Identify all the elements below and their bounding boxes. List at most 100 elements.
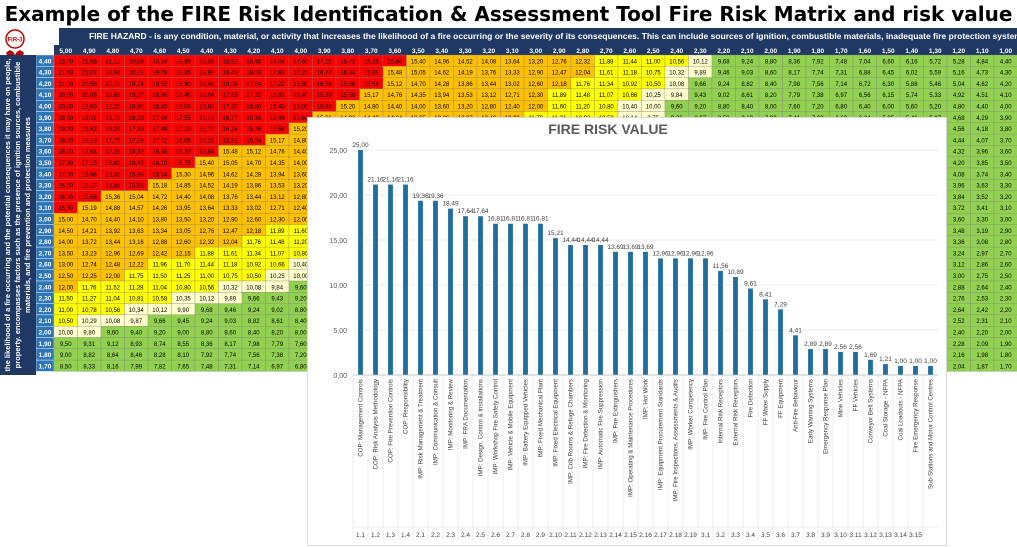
matrix-cell-value: 15,91 — [223, 138, 239, 144]
x-category-label: Coal Loadouts - NFPA — [898, 378, 905, 440]
matrix-row-header: 4,20 — [39, 81, 52, 88]
matrix-cell-value: 16,34 — [223, 127, 239, 133]
matrix-cell-value: 10,40 — [622, 105, 638, 111]
bar-value-label: 11,56 — [713, 263, 729, 270]
matrix-cell-value: 5,33 — [929, 93, 941, 99]
matrix-cell-value: 2,00 — [1000, 331, 1012, 337]
matrix-header-row — [54, 45, 1017, 55]
matrix-cell-value: 16,10 — [152, 161, 168, 167]
matrix-cell-value: 8,80 — [765, 59, 777, 65]
matrix-cell-value: 15,17 — [270, 138, 286, 144]
matrix-cell-value: 11,48 — [575, 93, 590, 99]
matrix-cell-value: 11,34 — [246, 251, 261, 257]
matrix-cell-value: 10,56 — [199, 285, 215, 291]
matrix-cell-value: 19,35 — [176, 71, 192, 77]
matrix-cell-value: 14,40 — [387, 105, 403, 111]
matrix-cell-value: 10,75 — [223, 274, 239, 280]
matrix-cell-value: 14,62 — [434, 71, 450, 77]
matrix-cell-value: 10,00 — [646, 105, 662, 111]
matrix-col-header: 1,10 — [976, 48, 989, 55]
matrix-cell-value: 8,74 — [154, 342, 166, 348]
matrix-cell-value: 16,40 — [270, 105, 286, 111]
matrix-cell-value: 5,04 — [953, 82, 965, 88]
matrix-cell-value: 13,76 — [481, 71, 497, 77]
matrix-cell-value: 12,60 — [176, 240, 192, 246]
matrix-cell-value: 5,72 — [929, 59, 941, 65]
matrix-cell-value: 11,61 — [599, 71, 614, 77]
matrix-cell-value: 7,99 — [130, 364, 142, 370]
side-description-text: the likelihood of a fire occurring and t… — [3, 58, 32, 372]
matrix-cell-value: 18,72 — [105, 116, 121, 122]
x-category-label: FF Vehicles — [853, 379, 860, 411]
matrix-cell-value: 12,96 — [105, 251, 121, 257]
matrix-row-header: 2,80 — [39, 239, 52, 246]
matrix-cell-value: 9,24 — [201, 319, 213, 325]
matrix-cell-value: 13,05 — [176, 229, 192, 235]
matrix-cell-value: 20,64 — [105, 71, 121, 77]
matrix-cell-value: 7,65 — [177, 364, 189, 370]
matrix-cell-value: 14,21 — [82, 229, 98, 235]
x-category-label: COP: Risk Analysis Methodology — [373, 378, 380, 469]
matrix-row-header: 3,30 — [39, 183, 52, 190]
bar — [643, 251, 648, 375]
matrix-cell-value: 18,04 — [270, 59, 286, 65]
matrix-cell-value: 7,04 — [859, 59, 871, 65]
bar — [508, 223, 513, 375]
bar — [418, 200, 423, 375]
y-tick-label: 20,00 — [329, 193, 347, 200]
matrix-cell-value: 15,96 — [246, 127, 262, 133]
bar — [598, 245, 603, 375]
x-code-label: 3.3 — [731, 532, 740, 539]
matrix-cell-value: 12,30 — [528, 93, 544, 99]
matrix-cell-value: 4,92 — [953, 93, 965, 99]
matrix-cell-value: 2,70 — [1000, 251, 1012, 257]
matrix-cell-value: 13,95 — [176, 206, 192, 212]
matrix-cell-value: 7,48 — [201, 364, 213, 370]
bar-value-label: 10,89 — [727, 269, 744, 276]
matrix-cell-value: 15,04 — [129, 195, 145, 201]
matrix-cell-value: 3,72 — [953, 206, 965, 212]
matrix-cell-value: 8,40 — [248, 331, 260, 337]
matrix-cell-value: 13,20 — [528, 59, 544, 65]
matrix-cell-value: 10,80 — [599, 105, 615, 111]
matrix-cell-value: 4,51 — [976, 93, 988, 99]
matrix-col-header: 4,70 — [130, 48, 143, 55]
x-category-label: IMP: Battery Equipped Vehicles — [523, 379, 530, 466]
matrix-cell-value: 10,32 — [669, 71, 685, 77]
matrix-cell-value: 11,88 — [199, 251, 214, 257]
matrix-col-header: 4,60 — [153, 48, 166, 55]
matrix-cell-value: 18,00 — [176, 105, 192, 111]
x-code-label: 2.19 — [684, 532, 697, 539]
matrix-cell-value: 16,38 — [317, 82, 333, 88]
matrix-row-header: 3,00 — [39, 217, 52, 224]
x-code-label: 3.9 — [821, 532, 830, 539]
matrix-cell-value: 17,94 — [152, 116, 168, 122]
matrix-cell-value: 12,76 — [199, 229, 215, 235]
matrix-cell-value: 18,33 — [129, 116, 145, 122]
matrix-cell-value: 17,60 — [293, 59, 309, 65]
matrix-cell-value: 8,17 — [224, 342, 236, 348]
matrix-cell-value: 13,72 — [82, 240, 98, 246]
matrix-cell-value: 7,98 — [248, 342, 260, 348]
matrix-cell-value: 19,00 — [58, 127, 74, 133]
matrix-cell-value: 2,52 — [953, 319, 965, 325]
matrix-cell-value: 15,20 — [293, 127, 309, 133]
matrix-cell-value: 11,88 — [599, 59, 614, 65]
matrix-cell-value: 11,48 — [270, 240, 285, 246]
x-category-label: IMP: Equipment Procurement Standards — [658, 379, 665, 490]
matrix-cell-value: 12,47 — [223, 229, 239, 235]
matrix-cell-value: 16,28 — [199, 138, 215, 144]
x-category-label: COP: Responsibility — [403, 378, 410, 434]
bar-value-label: 1,21 — [879, 356, 892, 363]
matrix-cell-value: 10,08 — [105, 319, 121, 325]
matrix-cell-value: 14,08 — [199, 195, 215, 201]
x-code-label: 2.12 — [579, 532, 592, 539]
matrix-cell-value: 5,20 — [929, 105, 941, 111]
matrix-cell-value: 8,20 — [271, 331, 283, 337]
matrix-cell-value: 14,52 — [199, 184, 215, 190]
bar-value-label: 2,89 — [819, 341, 832, 348]
matrix-cell-value: 9,66 — [248, 297, 260, 303]
matrix-cell-value: 7,56 — [812, 82, 824, 88]
matrix-cell-value: 2,40 — [953, 331, 965, 337]
x-code-label: 2.17 — [654, 532, 667, 539]
